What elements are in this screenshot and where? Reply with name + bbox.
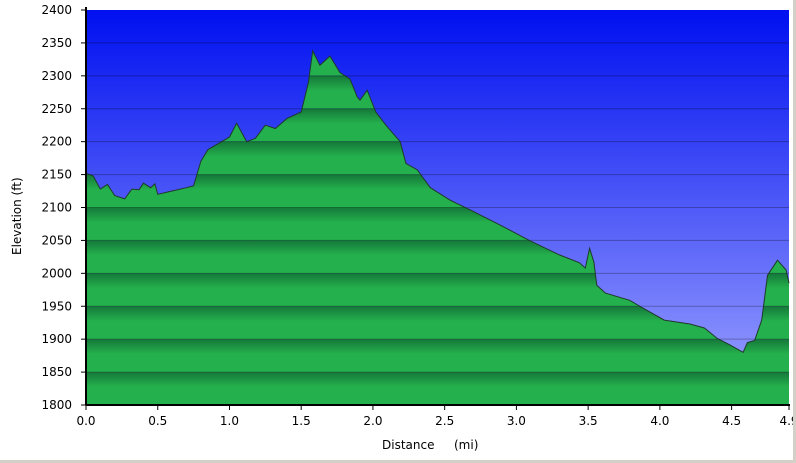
- y-tick-label: 2350: [41, 36, 72, 50]
- x-tick-label: 2.0: [363, 414, 382, 428]
- y-tick-label: 1800: [41, 398, 72, 412]
- y-tick-label: 2150: [41, 168, 72, 182]
- y-tick-label: 2300: [41, 69, 72, 83]
- x-tick-label: 3.5: [579, 414, 598, 428]
- y-tick-label: 2050: [41, 233, 72, 247]
- x-axis-unit: (mi): [454, 438, 478, 452]
- y-tick-label: 2200: [41, 135, 72, 149]
- x-tick-label: 4.0: [650, 414, 669, 428]
- y-tick-label: 2400: [41, 3, 72, 17]
- x-tick-label: 0.0: [76, 414, 95, 428]
- x-tick-label: 3.0: [507, 414, 526, 428]
- x-tick-label: 1.0: [220, 414, 239, 428]
- x-tick-label: 4.5: [722, 414, 741, 428]
- x-tick-label: 2.5: [435, 414, 454, 428]
- x-axis-label: Distance: [382, 438, 434, 452]
- y-tick-label: 2100: [41, 201, 72, 215]
- area-band: [86, 372, 789, 405]
- elevation-outline: [85, 49, 790, 354]
- y-axis-label: Elevation (ft): [10, 177, 24, 255]
- y-tick-label: 2250: [41, 102, 72, 116]
- y-tick-label: 1950: [41, 299, 72, 313]
- y-tick-label: 1850: [41, 365, 72, 379]
- x-tick-label: 0.5: [148, 414, 167, 428]
- x-tick-label: 4.9: [779, 414, 796, 428]
- x-tick-label: 1.5: [292, 414, 311, 428]
- y-tick-label: 2000: [41, 266, 72, 280]
- y-tick-label: 1900: [41, 332, 72, 346]
- area-band: [86, 339, 789, 373]
